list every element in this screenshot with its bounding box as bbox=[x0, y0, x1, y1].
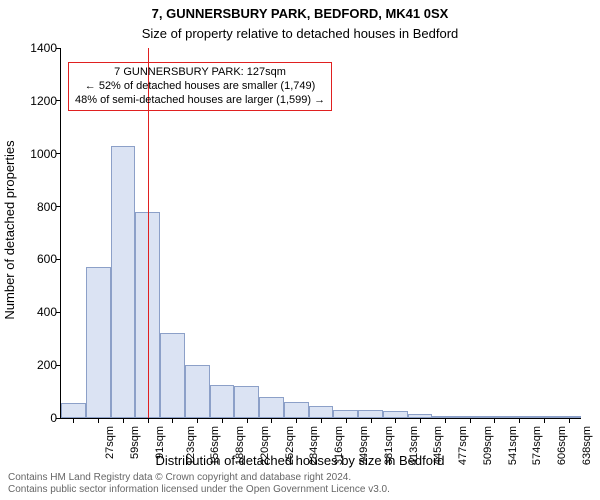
xtick-mark bbox=[420, 418, 421, 423]
xtick-mark bbox=[321, 418, 322, 423]
chart-title: 7, GUNNERSBURY PARK, BEDFORD, MK41 0SX bbox=[0, 6, 600, 21]
xtick-mark bbox=[371, 418, 372, 423]
annotation-box: 7 GUNNERSBURY PARK: 127sqm ← 52% of deta… bbox=[68, 62, 332, 111]
chart-container: 7, GUNNERSBURY PARK, BEDFORD, MK41 0SX S… bbox=[0, 0, 600, 500]
histogram-bar bbox=[259, 397, 284, 418]
xtick-mark bbox=[197, 418, 198, 423]
histogram-bar bbox=[185, 365, 210, 418]
xtick-mark bbox=[395, 418, 396, 423]
footer-line1: Contains HM Land Registry data © Crown c… bbox=[8, 472, 390, 484]
annotation-line2: ← 52% of detached houses are smaller (1,… bbox=[75, 80, 325, 94]
y-axis-label: Number of detached properties bbox=[2, 140, 17, 319]
xtick-mark bbox=[445, 418, 446, 423]
xtick-mark bbox=[98, 418, 99, 423]
ytick-label: 400 bbox=[7, 305, 57, 319]
xtick-mark bbox=[569, 418, 570, 423]
histogram-bar bbox=[234, 386, 259, 418]
ytick-label: 1000 bbox=[7, 147, 57, 161]
xtick-mark bbox=[148, 418, 149, 423]
histogram-bar bbox=[333, 410, 358, 418]
xtick-mark bbox=[222, 418, 223, 423]
annotation-line3: 48% of semi-detached houses are larger (… bbox=[75, 94, 325, 108]
xtick-mark bbox=[296, 418, 297, 423]
xtick-mark bbox=[494, 418, 495, 423]
ytick-label: 1200 bbox=[7, 94, 57, 108]
histogram-bar bbox=[86, 267, 111, 418]
xtick-mark bbox=[73, 418, 74, 423]
histogram-bar bbox=[358, 410, 383, 418]
ytick-label: 800 bbox=[7, 200, 57, 214]
histogram-bar bbox=[61, 403, 86, 418]
histogram-bar bbox=[210, 385, 235, 418]
xtick-mark bbox=[172, 418, 173, 423]
ytick-label: 1400 bbox=[7, 41, 57, 55]
xtick-mark bbox=[544, 418, 545, 423]
footer: Contains HM Land Registry data © Crown c… bbox=[8, 472, 390, 496]
ytick-label: 0 bbox=[7, 411, 57, 425]
xtick-mark bbox=[346, 418, 347, 423]
ytick-label: 200 bbox=[7, 358, 57, 372]
histogram-bar bbox=[160, 333, 185, 418]
ytick-label: 600 bbox=[7, 252, 57, 266]
xtick-mark bbox=[470, 418, 471, 423]
histogram-bar bbox=[111, 146, 136, 418]
histogram-bar bbox=[284, 402, 309, 418]
xtick-mark bbox=[247, 418, 248, 423]
histogram-bar bbox=[309, 406, 334, 418]
annotation-line1: 7 GUNNERSBURY PARK: 127sqm bbox=[75, 66, 325, 80]
xtick-mark bbox=[271, 418, 272, 423]
x-axis-label: Distribution of detached houses by size … bbox=[0, 453, 600, 468]
footer-line2: Contains public sector information licen… bbox=[8, 484, 390, 496]
histogram-bar bbox=[383, 411, 408, 418]
xtick-mark bbox=[519, 418, 520, 423]
chart-subtitle: Size of property relative to detached ho… bbox=[0, 26, 600, 41]
xtick-mark bbox=[123, 418, 124, 423]
